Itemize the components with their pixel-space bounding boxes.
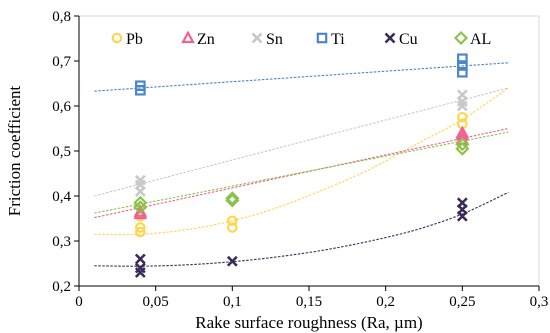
legend-label-pb: Pb — [126, 31, 143, 48]
legend-item-cu: Cu — [384, 31, 418, 48]
point-ti — [135, 80, 146, 92]
legend-label-ti: Ti — [331, 31, 345, 48]
legend-item-sn: Sn — [251, 31, 283, 48]
trendline-cu — [94, 191, 509, 267]
point-al — [133, 195, 148, 210]
legend-marker-sn — [251, 32, 263, 44]
trendline-ti — [94, 62, 509, 92]
point-cu — [226, 255, 238, 267]
legend: Pb Zn Sn Ti Cu AL — [111, 30, 491, 48]
x-tick-label: 0,1 — [223, 294, 242, 310]
y-tick-label: 0,6 — [52, 99, 71, 115]
legend-marker-ti — [316, 32, 328, 44]
point-pb — [227, 215, 238, 227]
plot-frame — [78, 15, 540, 287]
y-tick-label: 0,3 — [52, 234, 71, 250]
y-tick-label: 0,8 — [52, 9, 71, 25]
x-tick-label: 0,25 — [449, 294, 475, 310]
trendlines — [94, 62, 509, 267]
point-al — [225, 191, 240, 206]
point-ti — [457, 66, 468, 78]
trendline-sn — [94, 87, 509, 197]
y-tick-label: 0,2 — [52, 279, 71, 295]
point-pb — [135, 226, 146, 238]
point-pb — [135, 222, 146, 233]
y-ticks: 0,2 0,3 0,4 0,5 0,6 0,7 0,8 — [52, 9, 79, 295]
point-sn — [134, 174, 146, 186]
legend-marker-cu — [384, 32, 396, 44]
point-ti — [457, 60, 468, 71]
legend-item-zn: Zn — [181, 30, 215, 48]
y-tick-label: 0,5 — [52, 144, 71, 160]
x-tick-label: 0,05 — [143, 294, 169, 310]
trendline-al — [94, 131, 509, 214]
data-points — [133, 53, 470, 278]
legend-label-al: AL — [470, 31, 491, 48]
point-pb — [227, 222, 238, 233]
y-axis-title: Friction coefficient — [5, 86, 24, 217]
trendline-pb — [94, 87, 509, 236]
point-cu — [134, 262, 146, 274]
trendline-zn — [94, 127, 509, 219]
legend-label-cu: Cu — [399, 31, 418, 48]
x-tick-label: 0 — [75, 294, 83, 310]
x-axis-title: Rake surface roughness (Ra, µm) — [195, 313, 422, 332]
legend-marker-zn — [181, 30, 195, 44]
legend-marker-al — [453, 30, 469, 46]
point-sn — [456, 89, 468, 101]
x-tick-label: 0,2 — [376, 294, 395, 310]
y-tick-label: 0,7 — [52, 54, 71, 70]
y-tick-label: 0,4 — [52, 189, 71, 205]
legend-label-sn: Sn — [266, 31, 283, 48]
legend-label-zn: Zn — [197, 31, 215, 48]
point-al — [455, 137, 470, 152]
legend-item-al: AL — [453, 30, 491, 48]
legend-marker-pb — [111, 32, 123, 44]
point-zn — [455, 125, 470, 139]
legend-item-ti: Ti — [316, 31, 345, 48]
x-ticks: 0 0,05 0,1 0,15 0,2 0,25 0,3 — [75, 286, 548, 310]
x-tick-label: 0,3 — [530, 294, 549, 310]
point-cu — [134, 253, 146, 265]
point-ti — [457, 53, 468, 65]
legend-item-pb: Pb — [111, 31, 143, 48]
x-tick-label: 0,15 — [296, 294, 322, 310]
point-cu — [456, 197, 468, 209]
point-pb — [457, 111, 468, 123]
